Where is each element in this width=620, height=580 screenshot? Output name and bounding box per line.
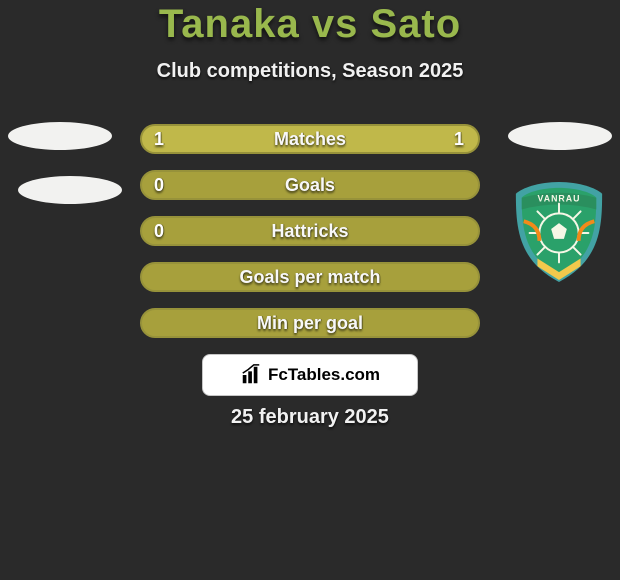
stat-label: Goals per match (142, 264, 478, 290)
stat-row: Goals0 (140, 170, 480, 200)
stat-row: Goals per match (140, 262, 480, 292)
stat-label: Hattricks (142, 218, 478, 244)
stat-bars: Matches11Goals0Hattricks0Goals per match… (140, 124, 480, 354)
stat-label: Min per goal (142, 310, 478, 336)
brand-pill[interactable]: FcTables.com (202, 354, 418, 396)
brand-text: FcTables.com (268, 365, 380, 385)
stat-value-left: 0 (154, 218, 164, 244)
stat-label: Goals (142, 172, 478, 198)
stat-row: Min per goal (140, 308, 480, 338)
stat-label: Matches (142, 126, 478, 152)
stat-value-left: 1 (154, 126, 164, 152)
footer-date: 25 february 2025 (0, 406, 620, 429)
title-vs: vs (312, 2, 359, 46)
bar-chart-icon (240, 364, 262, 386)
page-title: Tanaka vs Sato (0, 2, 620, 47)
stat-value-right: 1 (454, 126, 464, 152)
player1-club-placeholder (18, 176, 122, 204)
comparison-card: Tanaka vs Sato Club competitions, Season… (0, 0, 620, 580)
player2-club-crest: VANRAU (510, 178, 608, 286)
crest-text: VANRAU (538, 194, 581, 204)
stat-value-left: 0 (154, 172, 164, 198)
title-player2: Sato (370, 2, 461, 46)
subtitle: Club competitions, Season 2025 (0, 60, 620, 83)
stat-row: Hattricks0 (140, 216, 480, 246)
player1-avatar-placeholder (8, 122, 112, 150)
stat-row: Matches1 1 (140, 124, 480, 154)
player2-avatar-placeholder (508, 122, 612, 150)
title-player1: Tanaka (159, 2, 300, 46)
